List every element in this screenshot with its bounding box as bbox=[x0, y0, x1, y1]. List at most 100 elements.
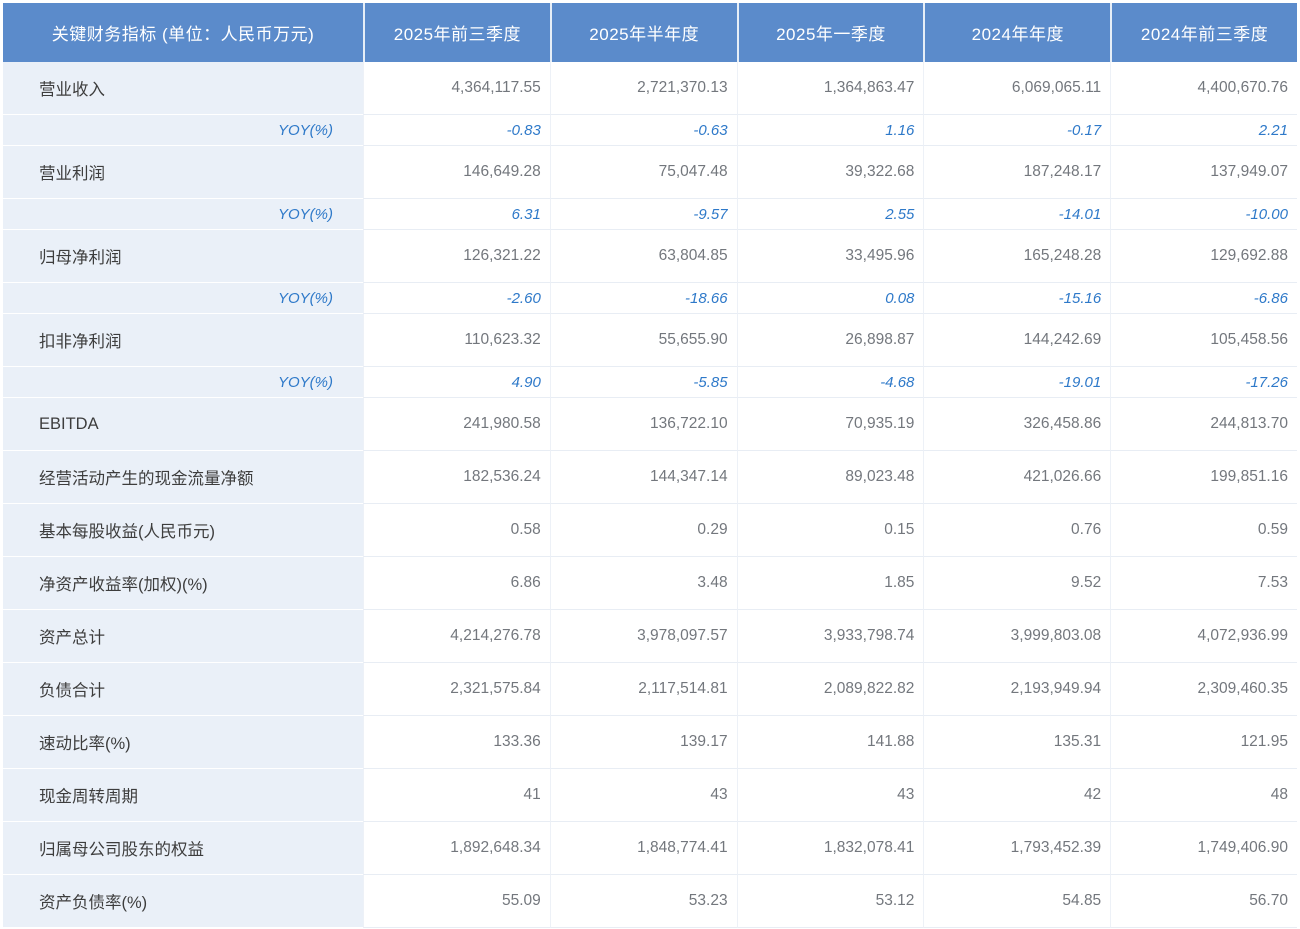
cell-value: 43 bbox=[736, 769, 924, 822]
cell-value: 126,321.22 bbox=[363, 230, 550, 283]
cell-value: 6.31 bbox=[363, 199, 550, 230]
row-label: 资产总计 bbox=[3, 610, 363, 663]
row-label: 负债合计 bbox=[3, 663, 363, 716]
cell-value: 133.36 bbox=[363, 716, 550, 769]
metric-row: 归母净利润 126,321.22 63,804.85 33,495.96 165… bbox=[3, 230, 1297, 283]
cell-value: 6.86 bbox=[363, 557, 550, 610]
column-header-2024fy: 2024年年度 bbox=[923, 3, 1110, 62]
cell-value: 4,400,670.76 bbox=[1110, 62, 1297, 115]
row-label: 营业收入 bbox=[3, 62, 363, 115]
row-label: YOY(%) bbox=[3, 283, 363, 314]
cell-value: 241,980.58 bbox=[363, 398, 550, 451]
row-label: 现金周转周期 bbox=[3, 769, 363, 822]
metric-row: 归属母公司股东的权益 1,892,648.34 1,848,774.41 1,8… bbox=[3, 822, 1297, 875]
cell-value: 1,793,452.39 bbox=[923, 822, 1111, 875]
column-header-2025q1: 2025年一季度 bbox=[736, 3, 924, 62]
metric-row: 经营活动产生的现金流量净额 182,536.24 144,347.14 89,0… bbox=[3, 451, 1297, 504]
cell-value: 144,347.14 bbox=[549, 451, 737, 504]
yoy-row: YOY(%) 6.31 -9.57 2.55 -14.01 -10.00 bbox=[3, 199, 1297, 230]
cell-value: -14.01 bbox=[923, 199, 1111, 230]
metric-row: 现金周转周期 41 43 43 42 48 bbox=[3, 769, 1297, 822]
cell-value: -18.66 bbox=[549, 283, 737, 314]
cell-value: 53.23 bbox=[549, 875, 737, 928]
cell-value: 63,804.85 bbox=[549, 230, 737, 283]
metric-row: 扣非净利润 110,623.32 55,655.90 26,898.87 144… bbox=[3, 314, 1297, 367]
cell-value: -19.01 bbox=[923, 367, 1111, 398]
column-header-2025h1: 2025年半年度 bbox=[549, 3, 737, 62]
cell-value: -5.85 bbox=[549, 367, 737, 398]
cell-value: -10.00 bbox=[1110, 199, 1297, 230]
cell-value: -6.86 bbox=[1110, 283, 1297, 314]
yoy-row: YOY(%) -0.83 -0.63 1.16 -0.17 2.21 bbox=[3, 115, 1297, 146]
cell-value: -15.16 bbox=[923, 283, 1111, 314]
yoy-row: YOY(%) 4.90 -5.85 -4.68 -19.01 -17.26 bbox=[3, 367, 1297, 398]
cell-value: 0.58 bbox=[363, 504, 550, 557]
cell-value: 7.53 bbox=[1110, 557, 1297, 610]
row-label: EBITDA bbox=[3, 398, 363, 451]
cell-value: 39,322.68 bbox=[736, 146, 924, 199]
row-label: 经营活动产生的现金流量净额 bbox=[3, 451, 363, 504]
cell-value: 121.95 bbox=[1110, 716, 1297, 769]
cell-value: 144,242.69 bbox=[923, 314, 1111, 367]
cell-value: 137,949.07 bbox=[1110, 146, 1297, 199]
row-label: 扣非净利润 bbox=[3, 314, 363, 367]
cell-value: 2.21 bbox=[1110, 115, 1297, 146]
cell-value: 48 bbox=[1110, 769, 1297, 822]
cell-value: 0.08 bbox=[736, 283, 924, 314]
cell-value: -0.83 bbox=[363, 115, 550, 146]
cell-value: 135.31 bbox=[923, 716, 1111, 769]
cell-value: 2.55 bbox=[736, 199, 924, 230]
cell-value: 89,023.48 bbox=[736, 451, 924, 504]
row-label: 营业利润 bbox=[3, 146, 363, 199]
cell-value: 1,892,648.34 bbox=[363, 822, 550, 875]
cell-value: -0.63 bbox=[549, 115, 737, 146]
cell-value: 56.70 bbox=[1110, 875, 1297, 928]
cell-value: 55.09 bbox=[363, 875, 550, 928]
cell-value: 146,649.28 bbox=[363, 146, 550, 199]
cell-value: -4.68 bbox=[736, 367, 924, 398]
cell-value: 54.85 bbox=[923, 875, 1111, 928]
table-body: 营业收入 4,364,117.55 2,721,370.13 1,364,863… bbox=[3, 62, 1297, 928]
cell-value: 33,495.96 bbox=[736, 230, 924, 283]
cell-value: 2,321,575.84 bbox=[363, 663, 550, 716]
cell-value: 2,089,822.82 bbox=[736, 663, 924, 716]
cell-value: 1,832,078.41 bbox=[736, 822, 924, 875]
row-label: YOY(%) bbox=[3, 115, 363, 146]
cell-value: 0.29 bbox=[549, 504, 737, 557]
cell-value: 70,935.19 bbox=[736, 398, 924, 451]
cell-value: 0.59 bbox=[1110, 504, 1297, 557]
cell-value: 53.12 bbox=[736, 875, 924, 928]
cell-value: 136,722.10 bbox=[549, 398, 737, 451]
cell-value: -2.60 bbox=[363, 283, 550, 314]
row-label: 归属母公司股东的权益 bbox=[3, 822, 363, 875]
cell-value: 0.15 bbox=[736, 504, 924, 557]
cell-value: 2,309,460.35 bbox=[1110, 663, 1297, 716]
cell-value: 129,692.88 bbox=[1110, 230, 1297, 283]
cell-value: 1,364,863.47 bbox=[736, 62, 924, 115]
cell-value: -9.57 bbox=[549, 199, 737, 230]
cell-value: 199,851.16 bbox=[1110, 451, 1297, 504]
row-label: 基本每股收益(人民币元) bbox=[3, 504, 363, 557]
cell-value: 182,536.24 bbox=[363, 451, 550, 504]
cell-value: 41 bbox=[363, 769, 550, 822]
cell-value: 1.85 bbox=[736, 557, 924, 610]
cell-value: 141.88 bbox=[736, 716, 924, 769]
metric-row: 营业收入 4,364,117.55 2,721,370.13 1,364,863… bbox=[3, 62, 1297, 115]
cell-value: 139.17 bbox=[549, 716, 737, 769]
metric-row: 负债合计 2,321,575.84 2,117,514.81 2,089,822… bbox=[3, 663, 1297, 716]
metric-row: 净资产收益率(加权)(%) 6.86 3.48 1.85 9.52 7.53 bbox=[3, 557, 1297, 610]
cell-value: 3,933,798.74 bbox=[736, 610, 924, 663]
cell-value: 4.90 bbox=[363, 367, 550, 398]
cell-value: 4,072,936.99 bbox=[1110, 610, 1297, 663]
row-label: 速动比率(%) bbox=[3, 716, 363, 769]
metric-row: 基本每股收益(人民币元) 0.58 0.29 0.15 0.76 0.59 bbox=[3, 504, 1297, 557]
cell-value: 2,721,370.13 bbox=[549, 62, 737, 115]
cell-value: 1.16 bbox=[736, 115, 924, 146]
cell-value: 55,655.90 bbox=[549, 314, 737, 367]
cell-value: 4,214,276.78 bbox=[363, 610, 550, 663]
column-header-2024q1-3: 2024年前三季度 bbox=[1110, 3, 1297, 62]
cell-value: 105,458.56 bbox=[1110, 314, 1297, 367]
table-header-row: 关键财务指标 (单位：人民币万元) 2025年前三季度 2025年半年度 202… bbox=[3, 3, 1297, 62]
column-header-2025q1-3: 2025年前三季度 bbox=[363, 3, 550, 62]
cell-value: 75,047.48 bbox=[549, 146, 737, 199]
